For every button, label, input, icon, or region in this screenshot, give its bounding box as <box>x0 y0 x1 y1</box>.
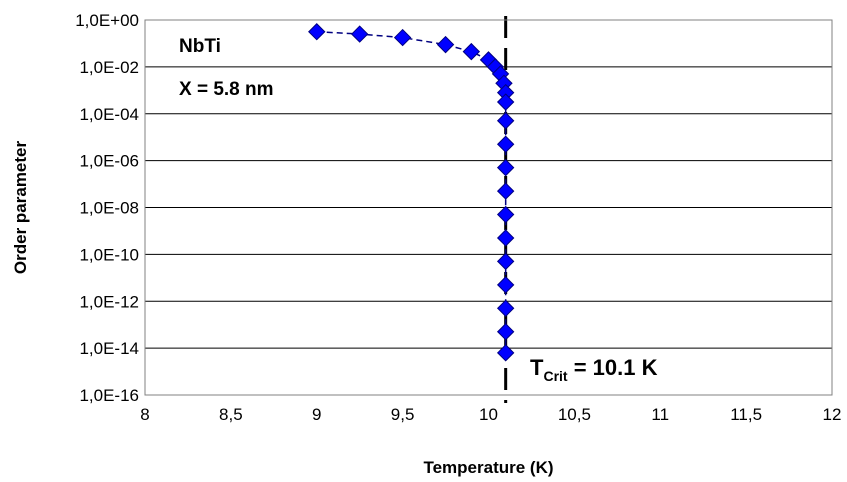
data-point <box>496 205 515 224</box>
data-point <box>496 135 515 153</box>
y-tick-label: 1,0E-08 <box>79 199 139 218</box>
x-tick-label: 9 <box>312 405 321 424</box>
y-tick-label: 1,0E-16 <box>79 386 139 405</box>
x-tick-label: 11 <box>651 405 669 424</box>
annotation-tcrit-value: = 10.1 K <box>568 355 658 380</box>
x-tick-label: 9,5 <box>391 405 415 424</box>
y-tick-label: 1,0E-14 <box>79 339 139 358</box>
series <box>308 23 515 362</box>
x-tick-labels: 8 8,5 9 9,5 10 10,5 11 11,5 12 <box>140 405 841 424</box>
x-tick-label: 12 <box>823 405 842 424</box>
data-point <box>496 182 515 200</box>
y-tick-label: 1,0E-12 <box>79 292 139 311</box>
data-point <box>308 23 326 41</box>
annotation-tcrit-main: T <box>530 355 544 380</box>
data-point <box>496 276 515 294</box>
annotation-tcrit-sub: Crit <box>543 368 567 384</box>
data-point <box>496 93 515 111</box>
annotation-thickness: X = 5.8 nm <box>179 79 274 100</box>
x-tick-label: 10,5 <box>558 405 591 424</box>
y-axis-title: Order parameter <box>11 141 30 275</box>
y-tick-label: 1,0E+00 <box>75 11 139 30</box>
data-point <box>350 25 369 43</box>
series-line <box>316 30 507 353</box>
data-point <box>436 35 455 54</box>
y-tick-label: 1,0E-04 <box>79 105 139 124</box>
y-tick-label: 1,0E-06 <box>79 152 139 171</box>
x-axis-title: Temperature (K) <box>423 458 553 477</box>
data-point <box>462 42 481 61</box>
x-tick-label: 11,5 <box>730 405 762 424</box>
x-tick-label: 8,5 <box>219 405 243 424</box>
x-tick-label: 8 <box>140 405 149 424</box>
data-point <box>496 299 515 317</box>
annotation-tcrit: TCrit = 10.1 K <box>530 355 658 384</box>
y-tick-label: 1,0E-10 <box>79 245 139 264</box>
data-point <box>496 112 515 130</box>
data-point <box>496 252 515 271</box>
y-tick-labels: 1,0E+00 1,0E-02 1,0E-04 1,0E-06 1,0E-08 1,0E-… <box>75 11 139 405</box>
x-tick-label: 10 <box>479 405 498 424</box>
y-tick-label: 1,0E-02 <box>79 58 139 77</box>
plot-border <box>144 19 833 396</box>
annotation-material: NbTi <box>179 36 221 57</box>
data-point <box>393 28 412 47</box>
data-point <box>496 344 515 362</box>
data-point <box>496 229 515 247</box>
data-point <box>496 323 515 341</box>
grid-lines <box>145 66 832 349</box>
data-point <box>496 158 515 177</box>
